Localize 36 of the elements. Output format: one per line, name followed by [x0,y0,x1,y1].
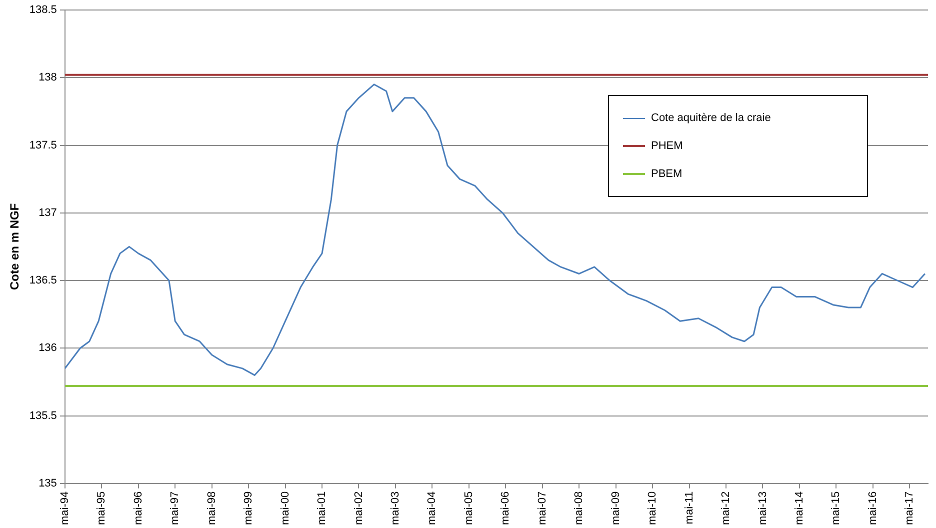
x-tick-label: mai-08 [573,491,586,525]
legend-label: Cote aquitère de la craie [651,112,771,124]
x-tick-label: mai-07 [536,491,548,525]
x-tick-label: mai-06 [500,491,512,525]
x-tick-label: mai-15 [830,491,842,525]
x-tick-label: mai-94 [58,491,71,525]
y-tick-label: 137.5 [29,139,57,152]
x-tick-label: mai-97 [169,491,182,525]
x-tick-label: mai-99 [242,491,255,525]
y-tick-label: 138 [38,72,57,84]
x-tick-label: mai-10 [646,491,659,525]
x-tick-label: mai-12 [720,491,732,525]
x-tick-label: mai-96 [132,491,144,525]
x-tick-label: mai-03 [389,491,402,525]
x-tick-label: mai-13 [756,491,769,525]
x-tick-label: mai-95 [96,491,108,525]
x-tick-label: mai-14 [793,491,806,525]
y-tick-label: 137 [38,206,57,219]
x-tick-label: mai-11 [683,491,696,524]
y-tick-label: 135 [38,477,57,490]
y-tick-label: 135.5 [29,410,57,422]
x-tick-label: mai-17 [904,491,916,525]
x-tick-label: mai-01 [316,491,328,525]
x-tick-label: mai-00 [279,491,292,525]
x-tick-label: mai-04 [426,491,438,525]
y-tick-label: 138.5 [29,4,57,16]
y-axis-title: Cote en m NGF [8,203,22,290]
legend-label: PHEM [651,140,683,152]
x-tick-label: mai-09 [610,491,622,525]
legend-label: PBEM [651,168,682,180]
y-tick-label: 136 [38,342,57,354]
x-tick-label: mai-02 [352,491,365,525]
y-tick-label: 136.5 [29,274,57,287]
x-tick-label: mai-05 [462,491,475,525]
x-tick-label: mai-98 [206,491,218,525]
x-tick-label: mai-16 [866,491,879,525]
